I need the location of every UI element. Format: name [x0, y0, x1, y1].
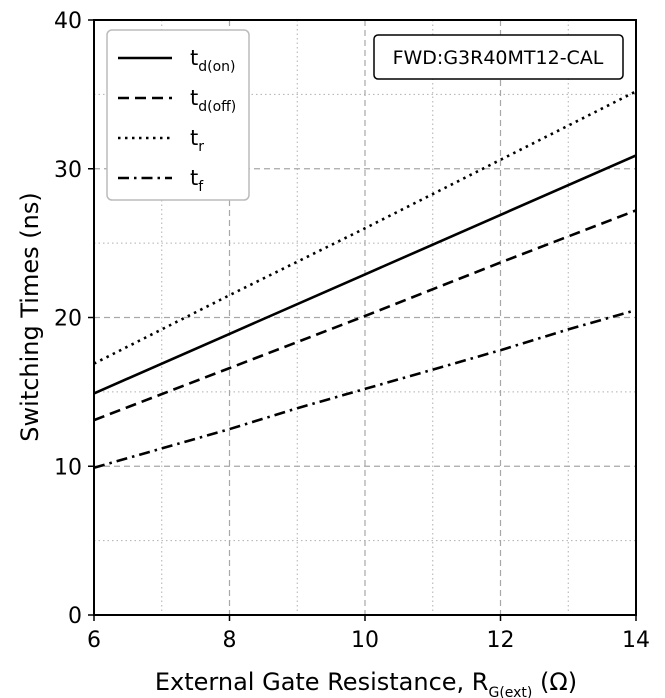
- axis-ticks: 6 8 10 12 14 0 10 20 30 40: [54, 9, 650, 653]
- y-tick-label: 0: [68, 604, 82, 629]
- y-tick-label: 10: [54, 455, 82, 480]
- x-tick-label: 6: [87, 628, 101, 653]
- y-axis-label: Switching Times (ns): [16, 192, 44, 441]
- annotation-box: [373, 34, 624, 80]
- legend-label: tf: [190, 166, 204, 195]
- series-lines: [93, 90, 637, 469]
- annotation-text: FWD:G3R40MT12-CAL: [393, 47, 604, 69]
- legend: td(on) td(off) tr tf: [106, 29, 250, 201]
- y-tick-label: 30: [54, 158, 82, 183]
- x-tick-label: 12: [487, 628, 515, 653]
- y-tick-label: 20: [54, 307, 82, 332]
- legend-box: [106, 29, 250, 201]
- series-line-f: [93, 308, 637, 469]
- x-tick-label: 8: [223, 628, 237, 653]
- x-tick-label: 14: [622, 628, 650, 653]
- legend-label: td(off): [190, 86, 236, 115]
- legend-label: td(on): [190, 46, 235, 75]
- x-tick-label: 10: [351, 628, 379, 653]
- series-line-doff: [93, 209, 637, 422]
- series-line-r: [93, 90, 637, 365]
- legend-label: tr: [190, 126, 204, 155]
- series-line-don: [93, 154, 637, 395]
- x-axis-label: External Gate Resistance, RG(ext) (Ω): [155, 668, 577, 698]
- y-tick-label: 40: [54, 9, 82, 34]
- annotation: FWD:G3R40MT12-CAL: [373, 34, 624, 80]
